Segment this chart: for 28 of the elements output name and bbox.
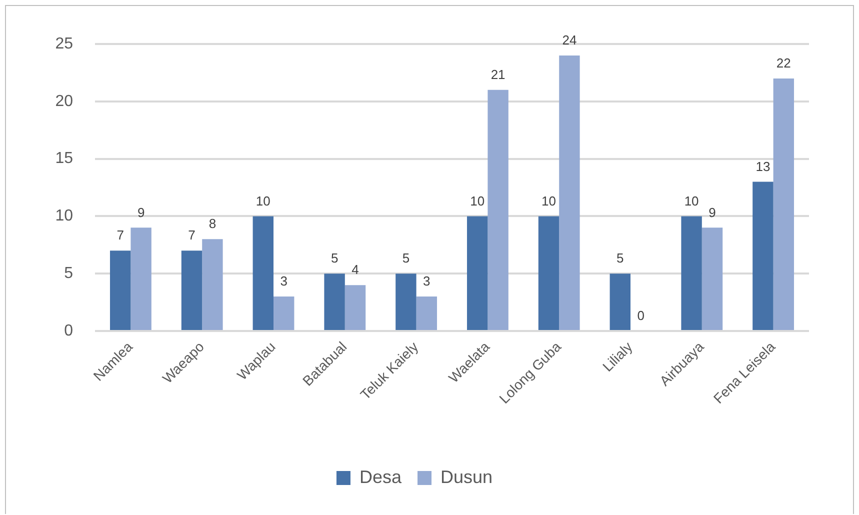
data-label: 21 <box>490 67 506 82</box>
data-label: 10 <box>542 193 556 208</box>
data-label: 9 <box>708 204 716 220</box>
data-label: 5 <box>402 250 410 266</box>
y-tick-label: 10 <box>55 208 74 225</box>
data-label: 5 <box>616 250 624 266</box>
data-label: 10 <box>470 193 485 208</box>
y-tick-label: 25 <box>55 35 74 52</box>
data-label: 8 <box>208 216 216 232</box>
data-label: 13 <box>756 158 770 174</box>
y-tick-label: 0 <box>64 322 74 340</box>
data-label: 4 <box>352 262 359 278</box>
data-label: 3 <box>280 274 288 289</box>
legend-label: Desa <box>359 466 402 487</box>
data-label: 3 <box>423 274 430 289</box>
y-tick-label: 15 <box>55 150 74 168</box>
data-label: 9 <box>137 204 145 220</box>
y-tick-label: 5 <box>64 265 74 282</box>
data-label: 7 <box>116 228 124 243</box>
data-label: 0 <box>637 308 644 324</box>
data-label: 22 <box>776 56 791 71</box>
y-tick-label: 20 <box>55 92 74 110</box>
data-label: 10 <box>256 193 270 208</box>
data-label: 7 <box>188 228 196 243</box>
data-label: 10 <box>684 193 699 208</box>
data-label: 24 <box>562 32 577 48</box>
data-label: 5 <box>330 250 338 266</box>
legend-label: Dusun <box>440 466 493 487</box>
